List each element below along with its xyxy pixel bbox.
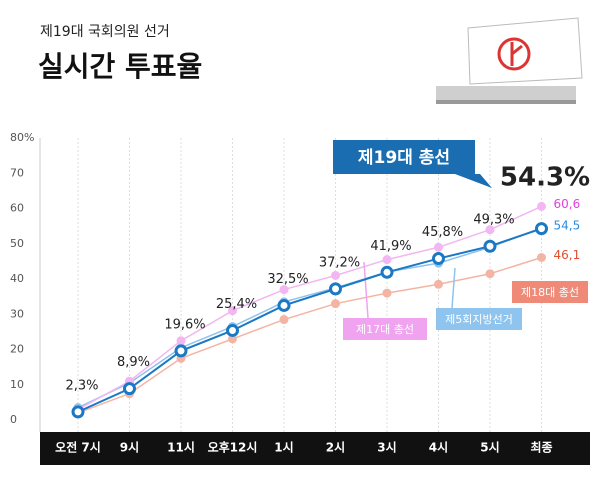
series-line	[77, 205, 542, 411]
value-label: 41,9%	[370, 239, 411, 254]
x-tick-label: 11시	[167, 441, 195, 455]
data-point	[485, 225, 495, 235]
data-point	[228, 306, 237, 316]
x-tick-label: 3시	[377, 441, 396, 455]
value-label: 46,1	[554, 248, 581, 262]
series-line	[77, 227, 542, 409]
value-label: 25,4%	[216, 297, 257, 312]
data-point	[434, 279, 443, 289]
data-point	[382, 288, 392, 298]
value-label: 37,2%	[319, 255, 360, 270]
value-label: 19,6%	[164, 317, 205, 332]
x-tick-label: 오후12시	[208, 440, 258, 455]
callout-pointer	[455, 174, 492, 188]
data-point	[485, 269, 495, 279]
legend-box	[512, 281, 588, 303]
value-label: 8,9%	[117, 355, 150, 370]
legend-box	[343, 318, 427, 340]
x-tick-label: 2시	[326, 441, 345, 455]
series-line	[77, 256, 542, 414]
x-tick-label: 1시	[274, 441, 293, 455]
data-point	[277, 298, 291, 312]
value-label: 49,3%	[473, 213, 514, 228]
value-label: 2,3%	[65, 378, 98, 393]
data-point	[329, 282, 342, 296]
data-point	[331, 299, 340, 309]
data-point	[537, 201, 546, 211]
x-tick-label: 최종	[530, 440, 552, 455]
y-tick-label: 10	[10, 378, 24, 391]
data-point	[535, 222, 548, 236]
x-axis-band	[40, 432, 590, 465]
value-label: 45,8%	[422, 225, 463, 240]
legend-box	[436, 308, 522, 330]
callout-leader	[363, 261, 369, 319]
x-tick-label: 4시	[429, 441, 448, 455]
data-point	[279, 315, 289, 325]
ballot-icon	[436, 17, 583, 104]
value-label: 32,5%	[267, 272, 308, 287]
data-point	[71, 405, 85, 419]
x-tick-label: 오전 7시	[55, 440, 101, 455]
data-point	[174, 344, 188, 358]
y-tick-label: 40	[10, 272, 24, 285]
y-tick-label: 30	[10, 307, 24, 320]
chart-subtitle: 제19대 국회의원 선거	[40, 24, 170, 40]
y-tick-label: 80%	[10, 131, 34, 144]
y-tick-label: 60	[10, 202, 24, 215]
y-tick-label: 0	[10, 413, 17, 426]
data-point	[434, 242, 443, 252]
x-tick-label: 5시	[480, 441, 499, 455]
value-label: 60,6	[554, 197, 581, 211]
legend-label: 제19대 총선	[358, 148, 450, 168]
data-point	[432, 252, 445, 266]
legend-label: 제18대 총선	[521, 286, 579, 299]
data-point	[123, 382, 136, 396]
data-point	[537, 252, 546, 262]
data-point	[176, 336, 186, 346]
legend-label: 제5회지방선거	[445, 313, 513, 326]
y-tick-label: 50	[10, 237, 24, 250]
data-point	[226, 323, 239, 337]
value-label: 54,5	[554, 218, 581, 232]
data-point	[380, 265, 394, 279]
x-tick-label: 9시	[120, 441, 139, 455]
chart-title: 실시간 투표율	[38, 50, 202, 83]
data-point	[331, 270, 340, 280]
series-line	[77, 227, 542, 413]
legend-label: 제17대 총선	[356, 323, 414, 336]
data-point	[483, 239, 497, 253]
data-point	[279, 285, 289, 295]
value-label: 54.3%	[500, 163, 590, 193]
y-tick-label: 20	[10, 343, 24, 356]
y-tick-label: 70	[10, 166, 24, 179]
callout-leader	[451, 267, 456, 309]
legend-box	[333, 140, 475, 174]
data-point	[382, 255, 392, 265]
